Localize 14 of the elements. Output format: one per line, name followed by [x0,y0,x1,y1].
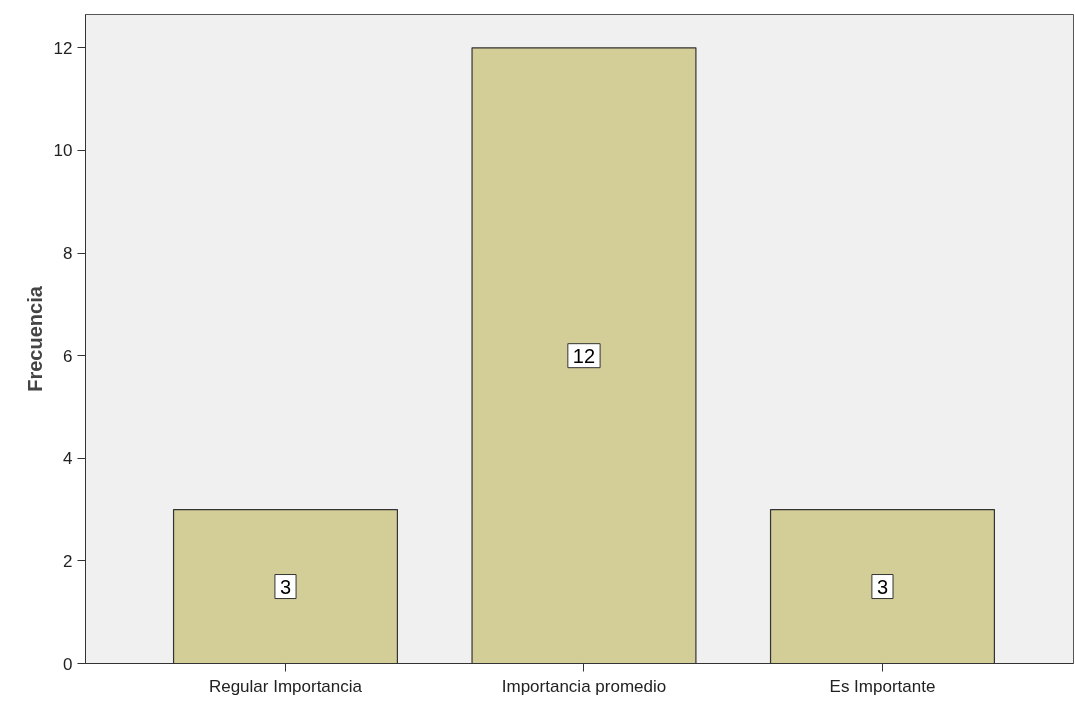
data-label: 3 [876,575,889,598]
y-tick-label: 6 [63,346,73,366]
x-tick-label: Es Importante [829,676,936,696]
y-tick-label: 8 [63,244,73,264]
data-label: 12 [572,344,596,367]
y-tick-label: 10 [53,141,73,161]
x-tick-label: Regular Importancia [208,676,363,696]
x-tick-label: Importancia promedio [501,676,667,696]
y-tick-label: 0 [63,654,73,674]
data-label: 3 [279,575,292,598]
y-tick-label: 2 [63,551,73,571]
y-tick-label: 12 [53,38,73,58]
y-axis-title: Frecuencia [23,285,46,392]
y-tick-label: 4 [63,449,73,469]
